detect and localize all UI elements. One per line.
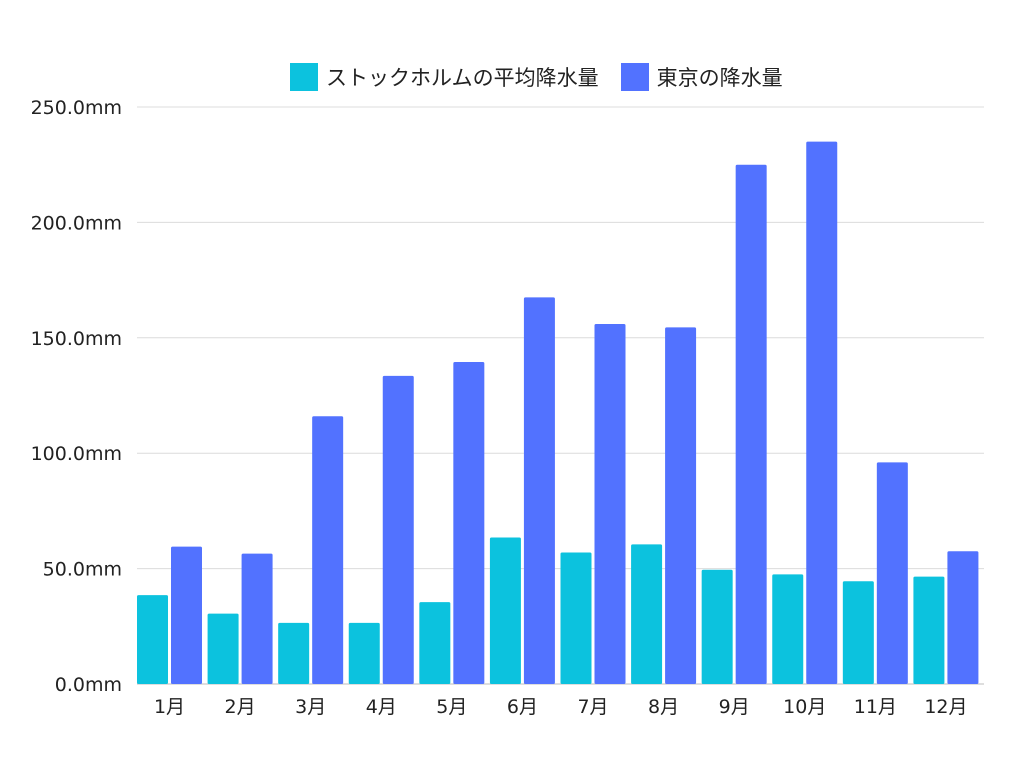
legend-item-stockholm[interactable]: ストックホルムの平均降水量 xyxy=(290,62,599,92)
bar-stockholm[interactable] xyxy=(137,595,168,684)
legend-swatch-stockholm xyxy=(290,63,318,91)
bar-stockholm[interactable] xyxy=(419,602,451,684)
x-tick-label: 4月 xyxy=(366,696,397,718)
bar-stockholm[interactable] xyxy=(701,569,733,684)
bar-tokyo[interactable] xyxy=(241,553,273,684)
x-tick-label: 1月 xyxy=(154,696,185,718)
x-tick-label: 9月 xyxy=(719,696,750,718)
bar-stockholm[interactable] xyxy=(560,552,592,684)
y-tick-label: 150.0mm xyxy=(31,328,122,350)
bar-tokyo[interactable] xyxy=(171,546,202,684)
legend-item-tokyo[interactable]: 東京の降水量 xyxy=(620,62,783,92)
bar-stockholm[interactable] xyxy=(772,574,804,684)
bar-tokyo[interactable] xyxy=(382,375,414,684)
bar-tokyo[interactable] xyxy=(594,323,626,684)
y-tick-label: 100.0mm xyxy=(31,443,122,465)
y-tick-label: 0.0mm xyxy=(55,674,122,696)
x-tick-label: 10月 xyxy=(783,696,826,718)
y-tick-label: 250.0mm xyxy=(31,97,122,119)
legend-label-stockholm: ストックホルムの平均降水量 xyxy=(326,66,599,90)
bar-tokyo[interactable] xyxy=(453,362,485,684)
bar-tokyo[interactable] xyxy=(947,551,979,684)
legend: ストックホルムの平均降水量 東京の降水量 xyxy=(290,62,783,92)
bar-stockholm[interactable] xyxy=(842,581,874,684)
legend-label-tokyo: 東京の降水量 xyxy=(656,66,783,90)
bar-tokyo[interactable] xyxy=(735,164,767,684)
bar-stockholm[interactable] xyxy=(913,576,945,684)
x-tick-label: 11月 xyxy=(854,696,897,718)
bar-stockholm[interactable] xyxy=(278,622,310,684)
x-tick-label: 12月 xyxy=(924,696,967,718)
bar-tokyo[interactable] xyxy=(665,327,697,684)
y-tick-label: 50.0mm xyxy=(43,559,122,581)
x-tick-label: 3月 xyxy=(295,696,326,718)
bar-tokyo[interactable] xyxy=(312,416,344,684)
bar-stockholm[interactable] xyxy=(631,544,663,684)
x-tick-label: 2月 xyxy=(225,696,256,718)
y-tick-label: 200.0mm xyxy=(31,212,122,234)
x-tick-label: 6月 xyxy=(507,696,538,718)
bar-stockholm[interactable] xyxy=(489,537,521,684)
x-tick-label: 8月 xyxy=(648,696,679,718)
bar-stockholm[interactable] xyxy=(207,613,239,684)
bar-tokyo[interactable] xyxy=(523,297,555,684)
bar-stockholm[interactable] xyxy=(348,622,380,684)
bar-tokyo[interactable] xyxy=(876,462,908,684)
x-tick-label: 7月 xyxy=(577,696,608,718)
x-tick-label: 5月 xyxy=(436,696,467,718)
bar-tokyo[interactable] xyxy=(806,141,838,684)
legend-swatch-tokyo xyxy=(620,63,649,91)
